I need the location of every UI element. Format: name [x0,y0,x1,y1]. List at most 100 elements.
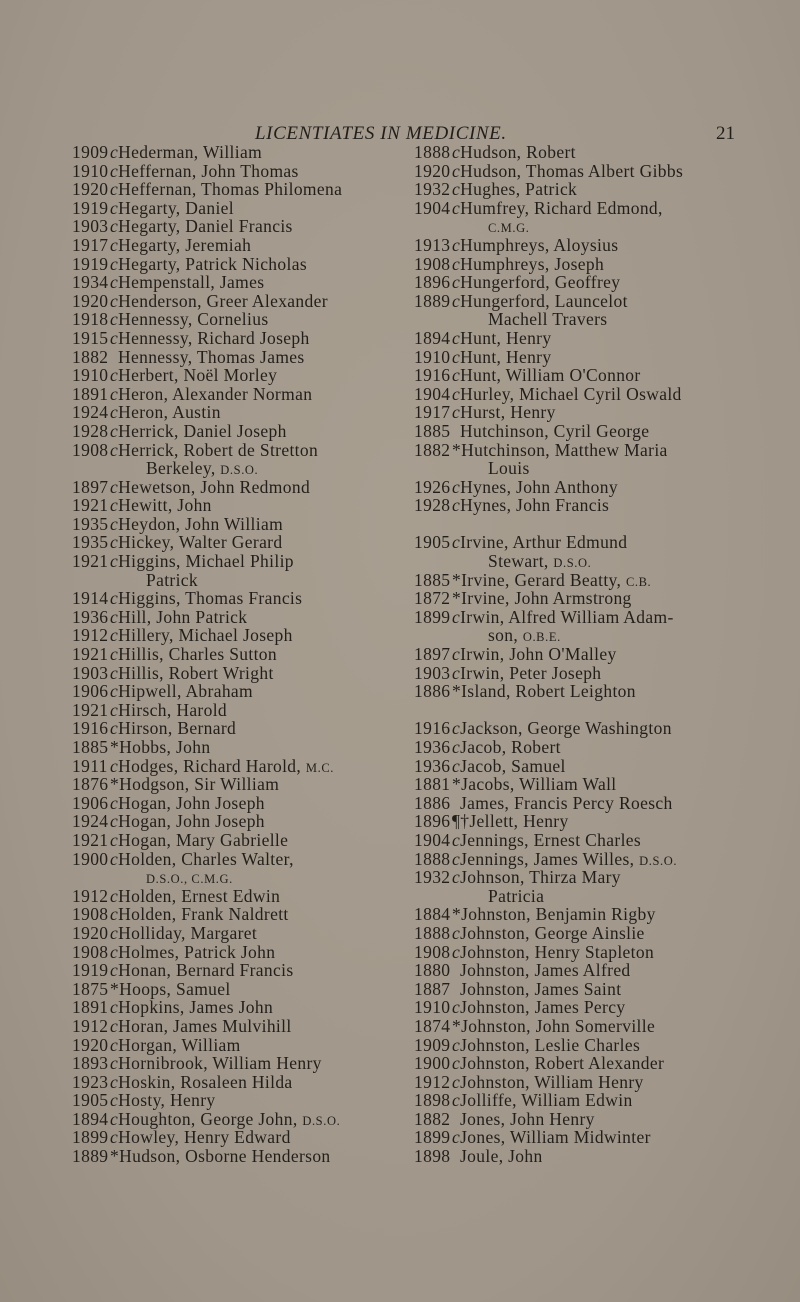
entry-qualification-mark: c [110,997,119,1018]
list-entry: 1900cHolden, Charles Walter, [72,849,412,869]
list-entry: 1904cJennings, Ernest Charles [414,831,774,850]
list-entry: 1913cHumphreys, Aloysius [414,236,774,255]
entry-name: Johnston, James Saint [460,978,622,999]
entry-year: 1900 [414,1053,451,1074]
list-entry: 1921cHirsch, Harold [72,701,412,720]
entry-year: 1908 [72,904,109,925]
entry-name: Jones, William Midwinter [460,1127,651,1148]
entry-name: Hutchinson, Cyril George [460,420,650,441]
entry-qualification-mark: * [110,1146,120,1167]
continuation-text: Patrick [146,569,199,590]
continuation-text: Patricia [488,885,545,906]
list-entry-continuation: Stewart, d.s.o. [414,552,774,571]
entry-name: Irvine, Arthur Edmund [460,532,628,553]
entry-year: 1936 [414,737,451,757]
entry-name: Hutchinson, Matthew Maria [461,439,668,460]
list-entry: 1928cHynes, John Francis [414,496,774,515]
entry-qualification-mark: c [110,699,119,720]
entry-year: 1903 [72,662,109,683]
entry-year: 1894 [414,327,451,348]
entry-year: 1921 [72,495,109,516]
list-entry: 1887 Johnston, James Saint [414,978,774,999]
list-entry: 1924cHeron, Austin [72,403,412,422]
entry-qualification-mark: c [452,179,461,200]
list-entry: 1921cHogan, Mary Gabrielle [72,831,412,850]
entry-name: Jacobs, William Wall [461,774,617,795]
entry-qualification-mark: c [110,1071,119,1092]
list-entry: 1908cHerrick, Robert de Stretton [72,440,412,460]
entry-qualification-mark: c [110,885,119,906]
entry-name: Hunt, Henry [460,346,552,367]
entry-qualification-mark: c [452,1034,461,1055]
entry-qualification-mark: c [110,142,119,162]
list-entry: 1885 Hutchinson, Cyril George [414,422,774,441]
entry-name: Hogan, John Joseph [118,792,265,813]
entry-year: 1909 [414,1034,451,1055]
entry-name: Hill, John Patrick [118,606,248,627]
entry-qualification-mark: c [452,644,461,665]
entry-qualification-mark: * [452,1015,462,1036]
entry-year: 1911 [72,755,108,776]
list-entry: 1899cIrwin, Alfred William Adam- [414,608,774,627]
entry-name: Hirsch, Harold [118,699,228,720]
entry-honours: m.c. [305,760,334,775]
list-entry-continuation: d.s.o., c.m.g. [72,868,412,887]
entry-year: 1904 [414,829,451,850]
entry-year: 1912 [72,885,109,906]
list-entry: 1905cIrvine, Arthur Edmund [414,533,774,552]
entry-name: Hobbs, John [119,737,211,757]
entry-year: 1908 [414,253,451,274]
entry-name: Jolliffe, William Edwin [460,1090,633,1111]
entry-year: 1912 [72,625,109,646]
entry-name: Hodges, Richard Harold, [118,755,302,776]
entry-year: 1935 [72,513,109,534]
entry-name: Hewitt, John [118,495,212,516]
entry-year: 1882 [72,346,109,367]
entry-name: Hunt, William O'Connor [460,365,641,386]
list-entry-continuation: Berkeley, d.s.o. [72,459,412,478]
entry-name: Hudson, Robert [460,142,576,162]
entry-name: Hewetson, John Redmond [118,476,311,497]
entry-qualification-mark: c [110,216,119,237]
entry-name: Johnson, Thirza Mary [460,867,621,888]
right-column: 1888cHudson, Robert 1920cHudson, Thomas A… [414,143,774,1166]
list-entry: 1912cHoran, James Mulvihill [72,1017,412,1036]
list-entry: 1932cJohnson, Thirza Mary [414,868,774,887]
entry-year: 1899 [414,1127,451,1148]
entry-qualification-mark: c [110,1127,119,1148]
entry-qualification-mark: c [452,922,461,943]
list-entry: 1915cHennessy, Richard Joseph [72,329,412,348]
list-entry: 1885*Irvine, Gerard Beatty, c.b. [414,570,774,590]
entry-year: 1882 [414,1108,451,1129]
entry-year: 1926 [414,476,451,497]
entry-name: Hynes, John Anthony [460,476,618,497]
list-entry: 1920cHudson, Thomas Albert Gibbs [414,161,774,181]
entry-qualification-mark: c [110,941,119,962]
entry-honours: d.s.o., c.m.g. [146,872,233,887]
entry-name: Heron, Alexander Norman [118,383,313,404]
entry-qualification-mark: c [110,476,119,497]
list-entry: 1909cHederman, William [72,143,412,162]
entry-qualification-mark: c [110,904,119,925]
entry-year: 1916 [414,365,451,386]
entry-qualification-mark: c [452,1053,461,1074]
list-entry-continuation: Louis [414,459,774,478]
entry-year: 1874 [414,1015,451,1036]
left-column: 1909cHederman, William 1910cHeffernan, Jo… [72,143,412,1166]
entry-qualification-mark: * [452,588,462,609]
entry-name: Humphreys, Joseph [460,253,605,274]
list-entry: 1886 James, Francis Percy Roesch [414,793,774,813]
entry-year: 1889 [414,290,451,311]
list-entry: 1882*Hutchinson, Matthew Maria [414,439,774,460]
entry-qualification-mark: c [110,234,119,255]
list-entry: 1891cHeron, Alexander Norman [72,383,412,404]
entry-qualification-mark: c [110,179,119,200]
entry-year: 1875 [72,978,109,999]
entry-name: Island, Robert Leighton [461,681,636,702]
entry-qualification-mark: c [110,495,119,516]
list-entry: 1908cHolden, Frank Naldrett [72,905,412,924]
entry-qualification-mark: c [452,197,461,218]
list-entry: 1872*Irvine, John Armstrong [414,589,774,608]
list-entry: 1882 Jones, John Henry [414,1110,774,1129]
list-entry: 1884*Johnston, Benjamin Rigby [414,905,774,924]
